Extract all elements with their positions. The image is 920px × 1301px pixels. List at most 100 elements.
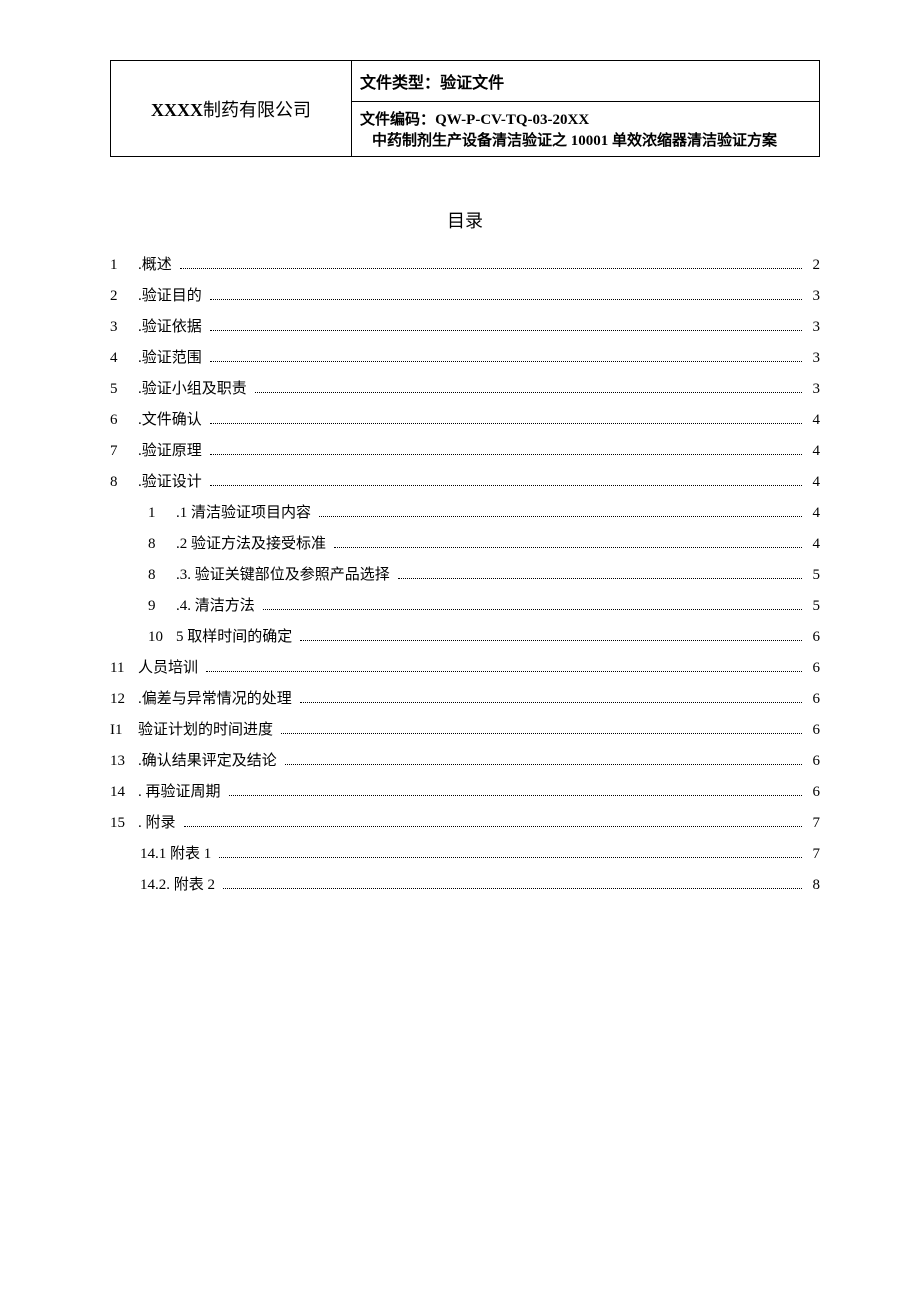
- toc-row: 1.概述 2: [110, 253, 820, 274]
- toc-dots: [210, 361, 802, 362]
- toc-page-number: 6: [806, 722, 820, 739]
- toc-dots: [210, 454, 802, 455]
- toc-label: .验证目的: [138, 284, 206, 305]
- toc-number: 4: [110, 350, 138, 367]
- toc-label: 14.2. 附表 2: [140, 873, 219, 894]
- toc-page-number: 6: [806, 629, 820, 646]
- toc-row: 12.偏差与异常情况的处理 6: [110, 687, 820, 708]
- toc-number: 3: [110, 319, 138, 336]
- toc-page-number: 3: [806, 319, 820, 336]
- toc-page-number: 8: [806, 877, 820, 894]
- toc-number: 5: [110, 381, 138, 398]
- toc-container: 1.概述22.验证目的33.验证依据34.验证范围35.验证小组及职责36.文件…: [110, 253, 820, 894]
- toc-row: 7.验证原理4: [110, 439, 820, 460]
- toc-label: 5 取样时间的确定: [176, 625, 296, 646]
- toc-label: .验证设计: [138, 470, 206, 491]
- doc-code-label: 文件编码：: [360, 112, 435, 128]
- toc-dots: [206, 671, 802, 672]
- doc-title-line: 中药制剂生产设备清洁验证之 10001 单效浓缩器清洁验证方案: [360, 129, 811, 150]
- toc-label: 14.1 附表 1: [140, 842, 215, 863]
- toc-label: . 再验证周期: [138, 780, 225, 801]
- toc-page-number: 6: [806, 753, 820, 770]
- toc-number: 15: [110, 815, 138, 832]
- toc-dots: [219, 857, 802, 858]
- toc-number: 6: [110, 412, 138, 429]
- toc-row: 2.验证目的 3: [110, 284, 820, 305]
- toc-page-number: 4: [806, 443, 820, 460]
- toc-label: .验证依据: [138, 315, 206, 336]
- toc-row: 6.文件确认 4: [110, 408, 820, 429]
- toc-row: 5.验证小组及职责 3: [110, 377, 820, 398]
- toc-dots: [281, 733, 802, 734]
- toc-number: 9: [148, 598, 176, 615]
- toc-dots: [319, 516, 802, 517]
- toc-dots: [334, 547, 802, 548]
- toc-page-number: 5: [806, 598, 820, 615]
- toc-page-number: 6: [806, 660, 820, 677]
- toc-number: I1: [110, 722, 138, 739]
- company-name-suffix: 制药有限公司: [203, 100, 311, 120]
- toc-number: 1: [110, 257, 138, 274]
- toc-dots: [255, 392, 802, 393]
- toc-page-number: 3: [806, 381, 820, 398]
- company-name-bold: XXXX: [151, 100, 203, 120]
- toc-number: 8: [148, 536, 176, 553]
- toc-dots: [184, 826, 802, 827]
- toc-label: .2 验证方法及接受标准: [176, 532, 330, 553]
- doc-code-line: 文件编码：QW-P-CV-TQ-03-20XX: [360, 108, 811, 129]
- toc-label: 人员培训: [138, 656, 202, 677]
- toc-row: 8.验证设计4: [110, 470, 820, 491]
- toc-page-number: 4: [806, 505, 820, 522]
- toc-row: 1.1 清洁验证项目内容 4: [110, 501, 820, 522]
- doc-type-cell: 文件类型：验证文件: [352, 61, 820, 102]
- toc-dots: [300, 640, 802, 641]
- toc-page-number: 7: [806, 815, 820, 832]
- toc-dots: [210, 485, 802, 486]
- toc-number: 14: [110, 784, 138, 801]
- toc-page-number: 3: [806, 288, 820, 305]
- toc-dots: [300, 702, 802, 703]
- toc-number: 1: [148, 505, 176, 522]
- toc-label: .偏差与异常情况的处理: [138, 687, 296, 708]
- toc-label: .4. 清洁方法: [176, 594, 259, 615]
- toc-page-number: 7: [806, 846, 820, 863]
- toc-number: 12: [110, 691, 138, 708]
- header-table: XXXX制药有限公司 文件类型：验证文件 文件编码：QW-P-CV-TQ-03-…: [110, 60, 820, 157]
- toc-row: 14. 再验证周期6: [110, 780, 820, 801]
- toc-row: 8.3. 验证关键部位及参照产品选择 5: [110, 563, 820, 584]
- toc-row: 11人员培训 6: [110, 656, 820, 677]
- toc-dots: [210, 299, 802, 300]
- toc-page-number: 3: [806, 350, 820, 367]
- company-cell: XXXX制药有限公司: [111, 61, 352, 157]
- toc-row: 3.验证依据3: [110, 315, 820, 336]
- toc-page-number: 5: [806, 567, 820, 584]
- toc-row: 4.验证范围3: [110, 346, 820, 367]
- toc-row: 9.4. 清洁方法 5: [110, 594, 820, 615]
- toc-number: 13: [110, 753, 138, 770]
- toc-label: .3. 验证关键部位及参照产品选择: [176, 563, 394, 584]
- toc-label: .文件确认: [138, 408, 206, 429]
- toc-number: 10: [148, 629, 176, 646]
- toc-label: .验证原理: [138, 439, 206, 460]
- toc-number: 11: [110, 660, 138, 677]
- toc-row: 15. 附录 7: [110, 811, 820, 832]
- document-page: XXXX制药有限公司 文件类型：验证文件 文件编码：QW-P-CV-TQ-03-…: [0, 0, 920, 1301]
- toc-page-number: 6: [806, 691, 820, 708]
- toc-dots: [180, 268, 802, 269]
- toc-title: 目录: [110, 207, 820, 233]
- toc-dots: [285, 764, 802, 765]
- toc-label: . 附录: [138, 811, 180, 832]
- toc-label: .验证小组及职责: [138, 377, 251, 398]
- toc-number: 2: [110, 288, 138, 305]
- toc-dots: [263, 609, 802, 610]
- toc-page-number: 4: [806, 412, 820, 429]
- toc-dots: [210, 423, 802, 424]
- toc-number: 8: [148, 567, 176, 584]
- toc-number: 8: [110, 474, 138, 491]
- toc-row: 13.确认结果评定及结论6: [110, 749, 820, 770]
- toc-dots: [223, 888, 802, 889]
- toc-page-number: 2: [806, 257, 820, 274]
- toc-label: .1 清洁验证项目内容: [176, 501, 315, 522]
- toc-label: .概述: [138, 253, 176, 274]
- toc-dots: [229, 795, 802, 796]
